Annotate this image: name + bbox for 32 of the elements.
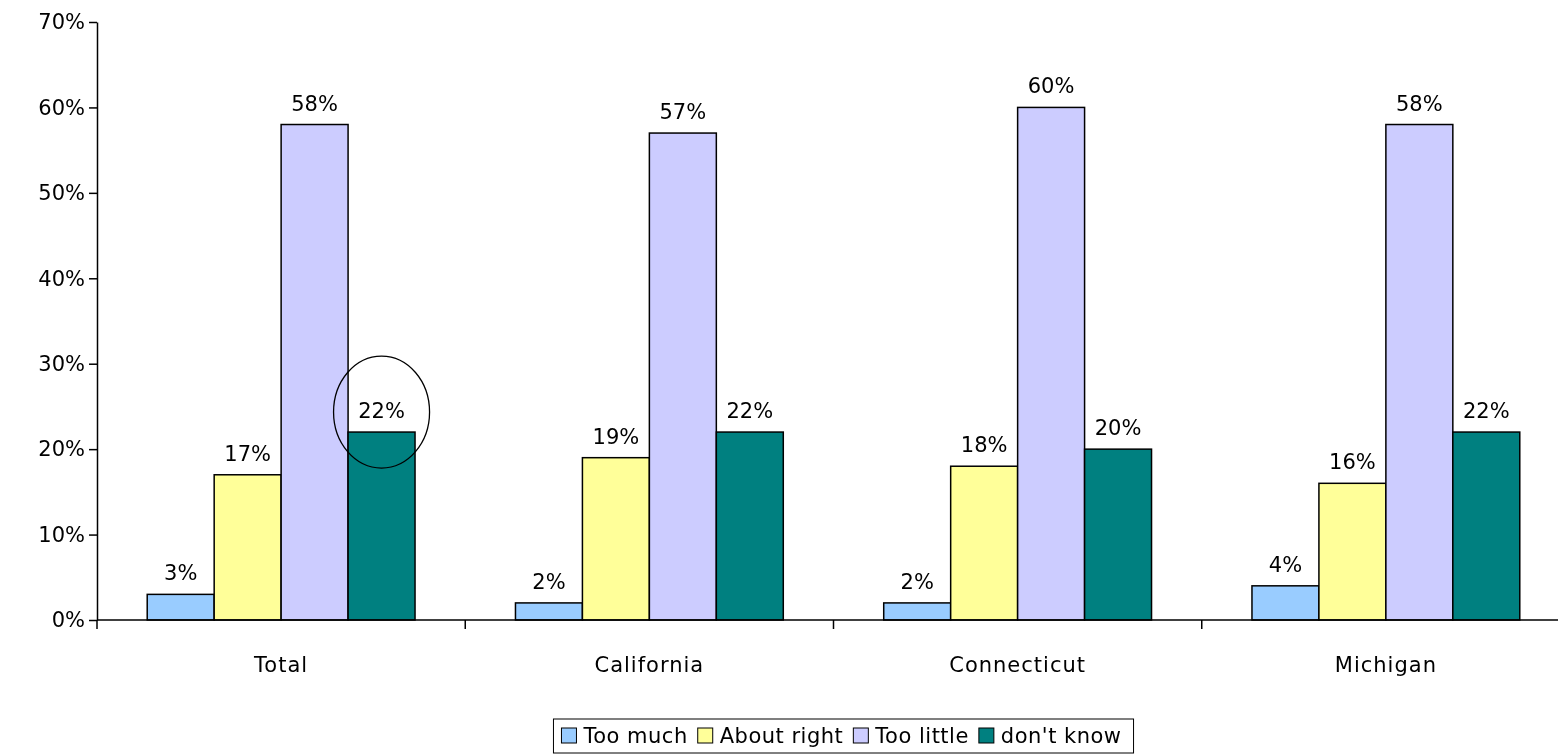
data-label: 2%	[532, 569, 566, 594]
data-label: 60%	[1027, 74, 1075, 99]
legend-label: About right	[719, 724, 844, 748]
data-label: 2%	[900, 569, 934, 594]
data-label: 19%	[592, 424, 640, 449]
y-tick-label: 20%	[38, 437, 85, 462]
y-tick-label: 50%	[38, 181, 85, 206]
y-tick-label: 70%	[38, 10, 85, 35]
legend-label: don't know	[1000, 724, 1122, 748]
data-label: 57%	[659, 100, 707, 125]
data-label: 4%	[1268, 552, 1303, 577]
y-tick-label: 40%	[38, 266, 85, 291]
x-tick-label: Michigan	[1334, 653, 1437, 677]
data-label: 58%	[291, 91, 338, 116]
y-tick-label: 60%	[38, 95, 85, 120]
x-tick-label: Connecticut	[949, 653, 1087, 677]
legend-label: Too little	[874, 724, 969, 748]
data-label: 17%	[224, 441, 271, 466]
y-tick-label: 10%	[38, 522, 85, 547]
data-label: 20%	[1094, 416, 1142, 441]
data-label: 22%	[726, 399, 774, 424]
data-label: 3%	[164, 561, 198, 586]
legend-label: Too much	[582, 724, 688, 748]
y-tick-label: 0%	[51, 608, 85, 633]
data-label: 18%	[960, 433, 1008, 458]
data-label: 58%	[1396, 91, 1443, 116]
data-label: 16%	[1329, 450, 1376, 475]
x-tick-label: California	[594, 653, 705, 677]
data-label: 22%	[358, 399, 405, 424]
data-label: 22%	[1462, 399, 1510, 424]
x-tick-label: Total	[253, 653, 309, 677]
y-tick-label: 30%	[38, 351, 85, 376]
